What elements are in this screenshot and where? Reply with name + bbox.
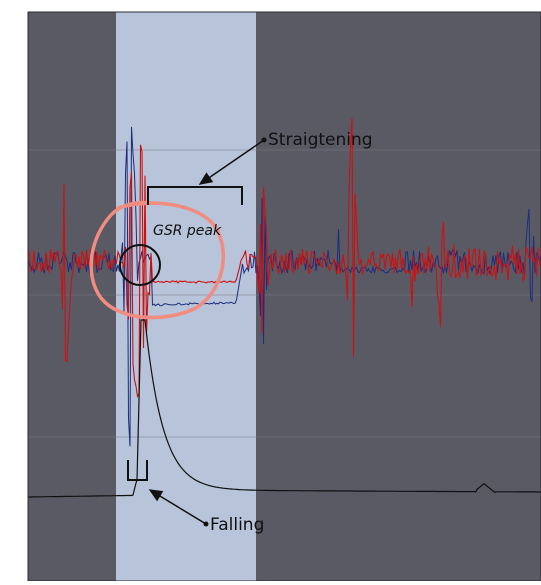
plot-background [28,12,541,581]
gridlines [28,149,541,438]
gsr-peak-label: GSR peak [153,223,222,239]
straightening-arrow [198,139,265,185]
highlight-region [116,12,256,581]
series-line-red [28,118,541,399]
straightening-bracket [147,186,243,205]
series-line-black [28,319,541,498]
gsr-peak-highlight-circle [89,200,225,320]
falling-bracket [127,460,148,481]
series-layer [28,118,541,498]
falling-arrow [148,489,207,525]
straightening-label: Straigtening [268,130,373,150]
gsr-peak-circle-marker [119,244,161,286]
falling-label: Falling [210,515,264,535]
falling-leader-dot [203,521,209,527]
straightening-leader-dot [261,137,267,143]
